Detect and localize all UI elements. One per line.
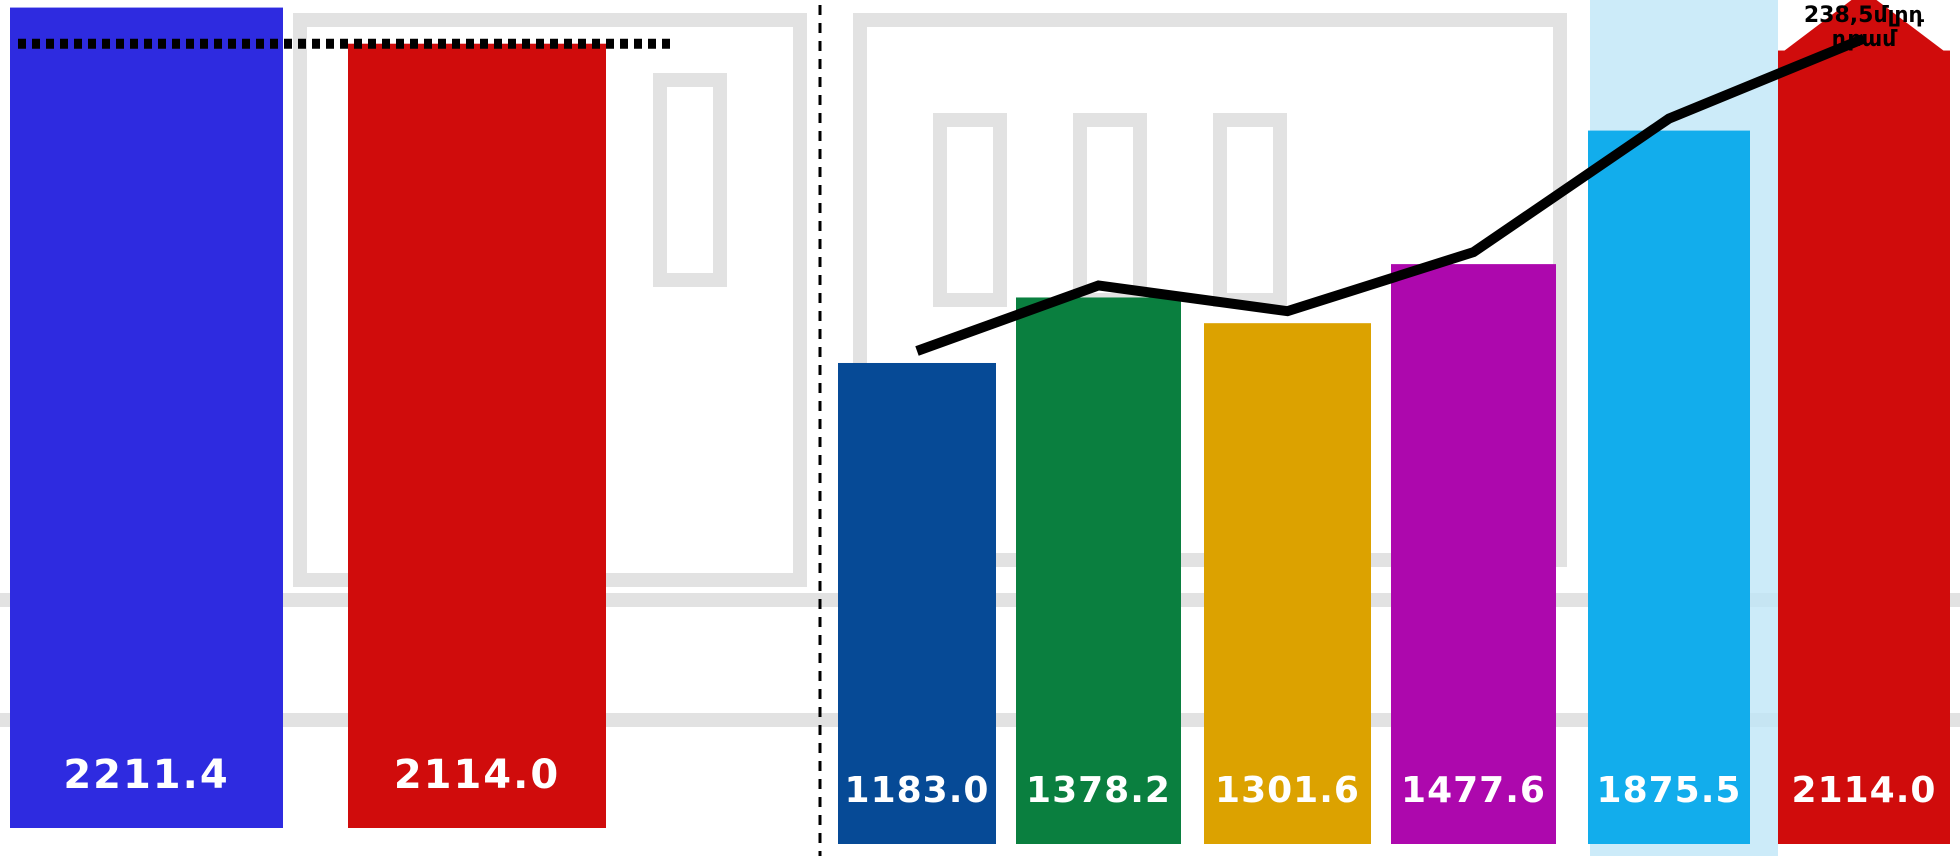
value-label: 1477.6 (1401, 770, 1546, 811)
bar (1391, 264, 1556, 844)
bar (1204, 323, 1371, 844)
value-label: 1183.0 (845, 770, 990, 811)
annotation-text: 238,5մլրդ (1804, 3, 1925, 28)
page: 2211.4 2114.0 1183.0 1378.2 1301.6 1477.6 1875… (0, 0, 1960, 856)
value-label: 2211.4 (63, 752, 229, 798)
value-label: 1301.6 (1215, 770, 1360, 811)
chart: 2211.4 2114.0 1183.0 1378.2 1301.6 1477.6 1875… (0, 0, 1960, 856)
bar (1016, 297, 1181, 844)
bar (348, 44, 606, 828)
value-label: 1875.5 (1597, 770, 1742, 811)
bar (1588, 131, 1750, 844)
bar (10, 8, 283, 828)
annotation-text: դրամ (1832, 27, 1898, 52)
value-label: 2114.0 (394, 752, 560, 798)
bar (1778, 51, 1950, 844)
value-label: 1378.2 (1026, 770, 1171, 811)
value-label: 2114.0 (1792, 770, 1937, 811)
